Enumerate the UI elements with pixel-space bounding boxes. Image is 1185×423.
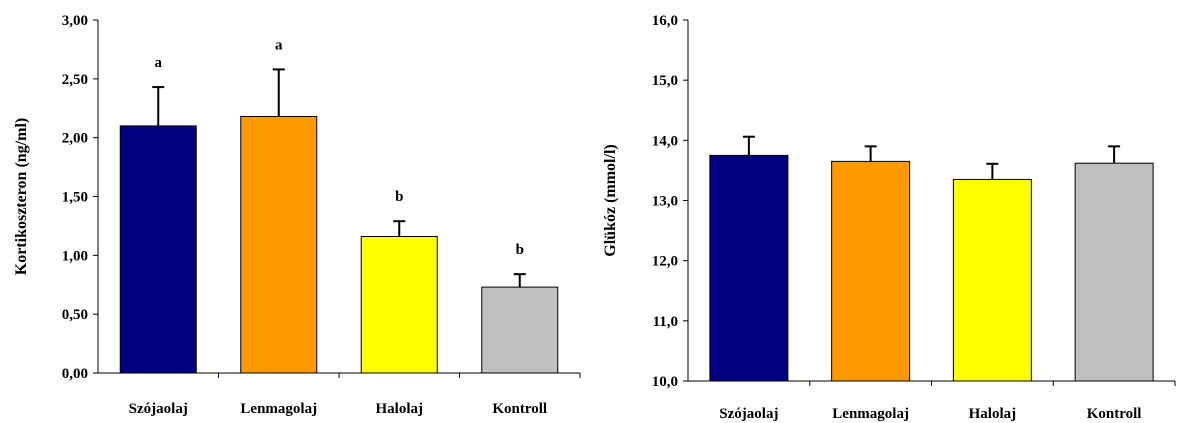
x-tick-label-2: Lenmagolaj bbox=[832, 406, 909, 422]
bar-2 bbox=[240, 115, 318, 374]
x-tick-label-3: Halolaj bbox=[969, 406, 1017, 422]
y-tick-label-3: 1,00 bbox=[62, 248, 88, 264]
x-tick-label-1: Szójaolaj bbox=[129, 401, 188, 417]
y-tick-label-1: 0,00 bbox=[62, 366, 88, 382]
significance-label-3: b bbox=[395, 189, 403, 205]
significance-label-4: b bbox=[516, 242, 524, 258]
y-axis-title: Glükóz (mmol/l) bbox=[602, 144, 619, 256]
y-tick-label-7: 16,0 bbox=[652, 13, 678, 29]
cortisol-chart: a Szójaolaj a Lenmagolaj b Halolaj b Kontroll 0,… bbox=[13, 13, 581, 417]
bar-4 bbox=[481, 286, 559, 374]
bar-2 bbox=[831, 160, 911, 382]
glucose-chart: Szójaolaj Lenmagolaj Halolaj Kontroll 10,0 11… bbox=[602, 13, 1176, 422]
y-tick-label-1: 10,0 bbox=[652, 374, 678, 390]
x-tick-label-4: Kontroll bbox=[1087, 406, 1142, 422]
y-tick-label-6: 2,50 bbox=[62, 72, 88, 88]
y-tick-label-5: 14,0 bbox=[652, 133, 678, 149]
y-tick-label-5: 2,00 bbox=[62, 131, 88, 147]
y-tick-label-7: 3,00 bbox=[62, 13, 88, 29]
x-tick-label-4: Kontroll bbox=[492, 401, 547, 417]
y-tick-label-3: 12,0 bbox=[652, 254, 678, 270]
y-axis-title: Kortikoszteron (ng/ml) bbox=[13, 118, 30, 275]
x-tick-label-2: Lenmagolaj bbox=[240, 401, 317, 417]
y-tick-label-4: 13,0 bbox=[652, 194, 678, 210]
bar-3 bbox=[360, 236, 438, 374]
bar-3 bbox=[952, 178, 1032, 382]
x-tick-label-1: Szójaolaj bbox=[719, 406, 778, 422]
bar-4 bbox=[1074, 162, 1154, 382]
significance-label-1: a bbox=[155, 55, 163, 71]
y-tick-label-2: 11,0 bbox=[653, 314, 678, 330]
y-tick-label-6: 15,0 bbox=[652, 73, 678, 89]
bar-1 bbox=[709, 154, 789, 382]
significance-label-2: a bbox=[275, 37, 283, 53]
y-tick-label-2: 0,50 bbox=[62, 307, 88, 323]
y-tick-label-4: 1,50 bbox=[62, 190, 88, 206]
x-tick-label-3: Halolaj bbox=[376, 401, 424, 417]
bar-1 bbox=[119, 125, 197, 374]
